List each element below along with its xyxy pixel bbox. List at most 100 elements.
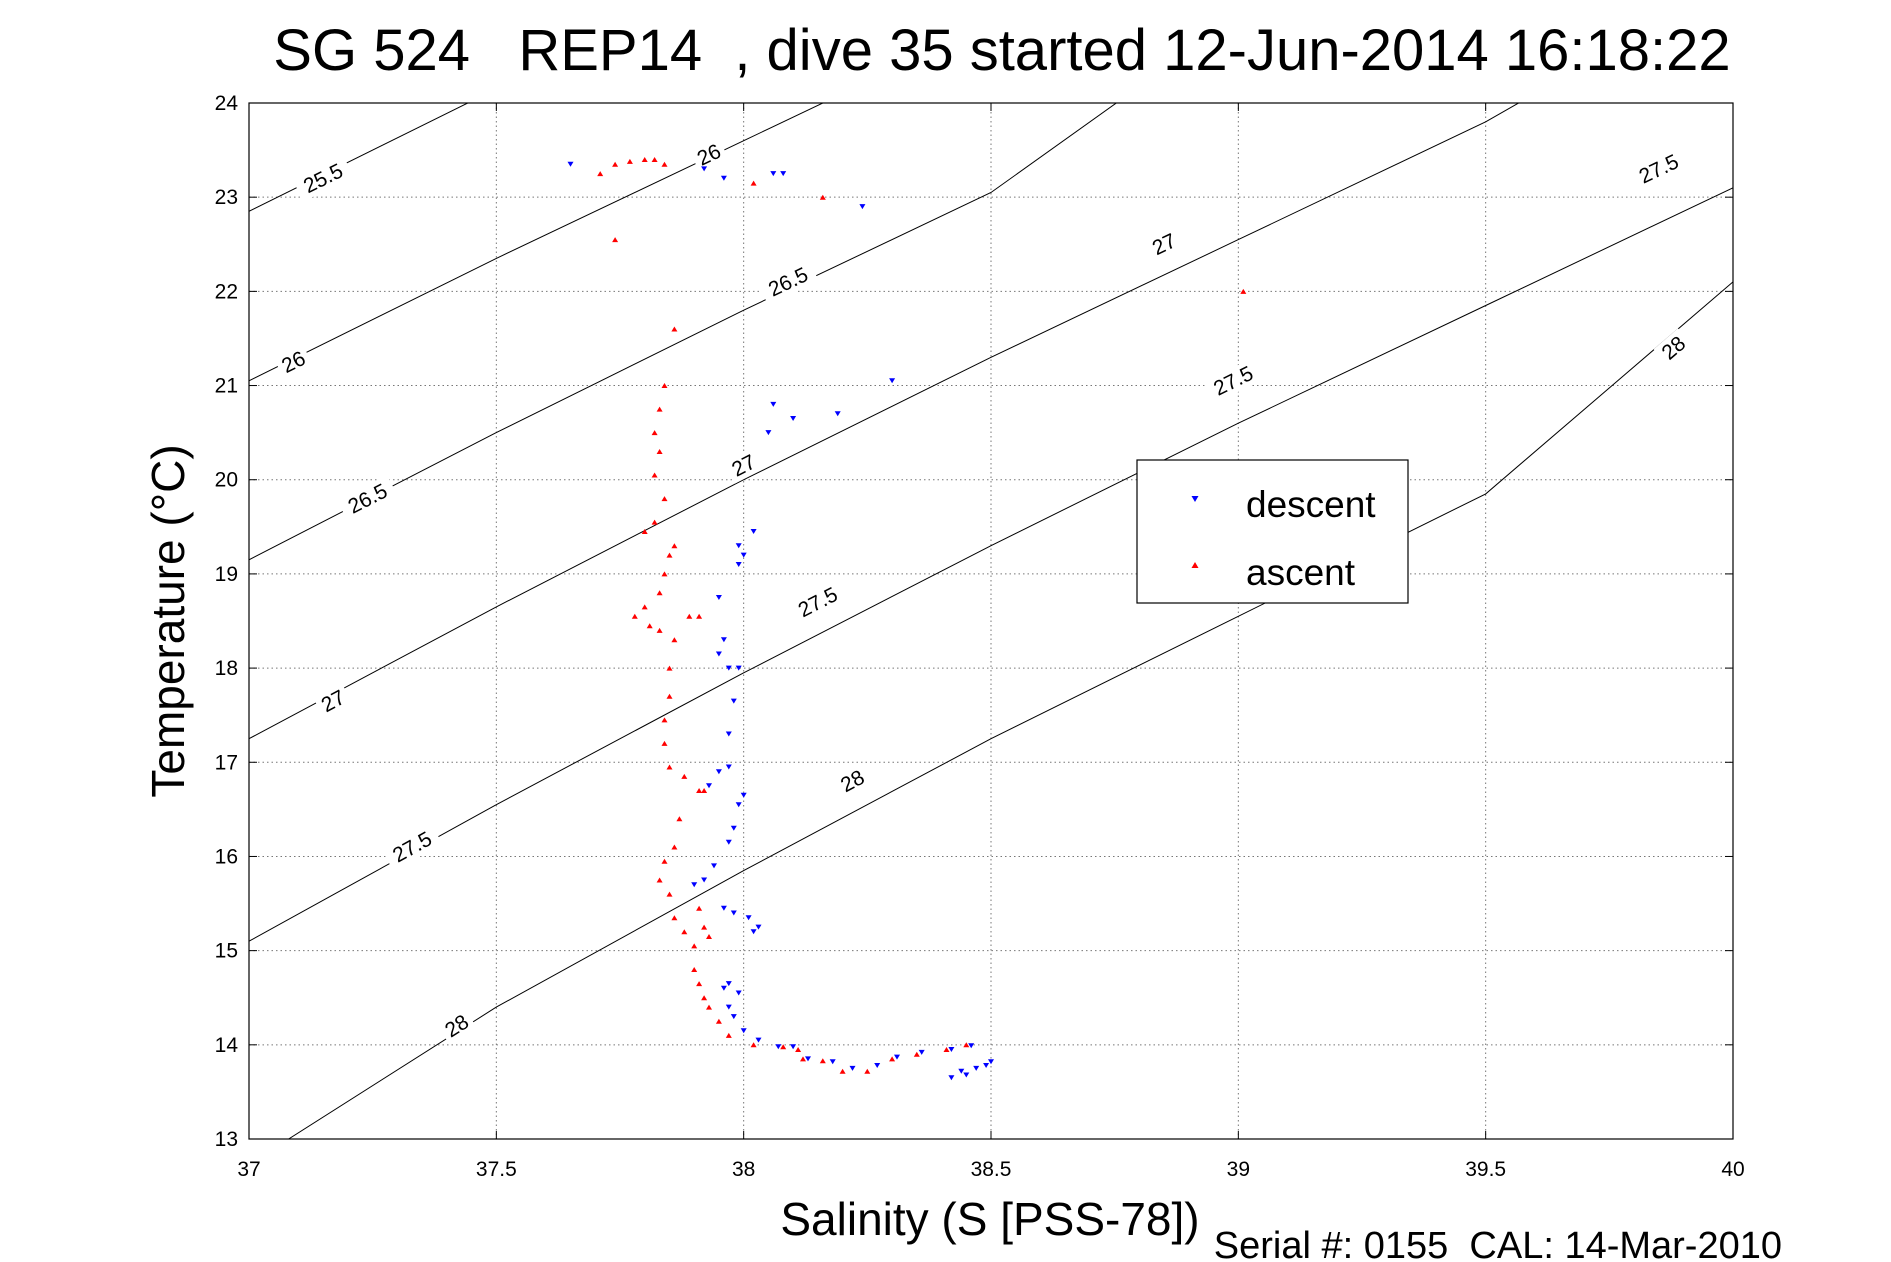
y-tick-label: 19	[215, 563, 238, 586]
data-point-descent	[889, 378, 896, 384]
data-point-ascent	[661, 717, 668, 723]
data-point-ascent	[651, 519, 658, 525]
data-point-ascent	[819, 1058, 826, 1064]
y-axis-label: Temperature (°C)	[142, 444, 194, 797]
series-ascent	[597, 157, 1247, 1074]
data-point-descent	[988, 1059, 994, 1065]
x-tick-label: 39	[1227, 1158, 1250, 1181]
data-point-ascent	[696, 981, 703, 987]
y-tick-label: 15	[215, 940, 238, 963]
y-tick-label: 17	[215, 751, 238, 774]
data-point-ascent	[750, 1042, 757, 1048]
x-tick-label: 38	[732, 1158, 755, 1181]
data-point-ascent	[661, 571, 668, 577]
data-point-descent	[720, 637, 727, 643]
data-point-descent	[805, 1056, 811, 1062]
series-descent	[567, 161, 994, 1081]
legend: descent ascent	[1136, 459, 1409, 604]
contour-line	[249, 103, 1118, 561]
data-point-descent	[735, 990, 742, 996]
data-point-ascent	[651, 472, 658, 478]
data-point-ascent	[641, 604, 648, 610]
data-point-ascent	[701, 924, 708, 930]
data-point-ascent	[943, 1047, 950, 1052]
data-point-ascent	[661, 383, 668, 388]
data-point-ascent	[612, 237, 619, 243]
data-point-ascent	[696, 613, 703, 619]
contour-label: 28	[1653, 328, 1694, 368]
y-tick-label: 22	[215, 280, 238, 303]
data-point-descent	[720, 985, 727, 991]
data-point-ascent	[631, 613, 638, 619]
data-point-ascent	[661, 858, 668, 864]
data-point-descent	[750, 929, 757, 935]
data-point-descent	[706, 783, 712, 789]
data-point-descent	[750, 529, 757, 534]
data-point-ascent	[963, 1042, 970, 1048]
data-point-descent	[735, 802, 742, 808]
data-point-descent	[958, 1068, 965, 1074]
data-point-ascent	[701, 995, 708, 1001]
data-point-descent	[740, 1028, 747, 1034]
data-point-ascent	[656, 590, 663, 596]
data-point-descent	[691, 882, 698, 888]
data-point-ascent	[750, 180, 757, 186]
data-point-ascent	[795, 1047, 802, 1052]
data-point-descent	[720, 175, 727, 181]
data-point-descent	[725, 1004, 732, 1010]
y-tick-label: 23	[215, 186, 238, 209]
data-point-descent	[725, 839, 732, 845]
data-point-descent	[790, 416, 797, 421]
data-point-descent	[973, 1065, 980, 1071]
data-point-ascent	[671, 543, 678, 549]
legend-box	[1136, 459, 1409, 604]
data-point-descent	[849, 1065, 856, 1071]
y-tick-label: 16	[215, 845, 238, 868]
data-point-ascent	[913, 1051, 920, 1057]
data-point-descent	[740, 792, 747, 798]
data-point-descent	[730, 910, 737, 916]
data-point-ascent	[681, 929, 688, 935]
legend-label-descent: descent	[1246, 484, 1376, 525]
data-point-ascent	[661, 496, 668, 502]
data-point-ascent	[691, 967, 698, 972]
data-point-ascent	[666, 693, 673, 699]
data-point-ascent	[715, 1018, 722, 1024]
data-point-ascent	[597, 171, 604, 177]
legend-label-ascent: ascent	[1246, 552, 1356, 593]
data-point-descent	[740, 552, 747, 558]
data-point-descent	[790, 1044, 797, 1050]
data-point-descent	[948, 1047, 955, 1052]
y-tick-label: 14	[215, 1034, 239, 1057]
y-tick-label: 21	[215, 375, 238, 398]
x-tick-label: 39.5	[1465, 1158, 1506, 1181]
data-point-ascent	[671, 637, 678, 643]
data-point-ascent	[666, 665, 673, 671]
data-point-ascent	[701, 788, 708, 793]
data-point-descent	[770, 401, 777, 407]
x-tick-label: 37	[237, 1158, 260, 1181]
data-point-descent	[725, 731, 732, 737]
data-point-descent	[715, 651, 722, 657]
data-point-ascent	[839, 1068, 846, 1074]
data-point-descent	[859, 204, 866, 210]
data-point-ascent	[641, 529, 648, 534]
contour-line	[249, 103, 469, 212]
legend-marker-descent	[1191, 496, 1199, 502]
data-point-descent	[834, 411, 841, 417]
data-point-descent	[780, 171, 787, 177]
data-point-ascent	[725, 1032, 732, 1038]
data-point-ascent	[671, 844, 678, 850]
data-point-ascent	[1240, 288, 1247, 294]
data-point-ascent	[666, 552, 673, 558]
data-point-descent	[720, 905, 727, 911]
data-point-ascent	[626, 158, 633, 164]
x-tick-label: 37.5	[476, 1158, 517, 1181]
data-point-ascent	[661, 161, 668, 167]
data-point-ascent	[696, 905, 703, 911]
data-point-descent	[983, 1063, 990, 1068]
data-point-descent	[770, 171, 777, 177]
data-point-descent	[745, 915, 752, 921]
data-point-ascent	[641, 157, 648, 162]
y-tick-label: 20	[215, 469, 238, 492]
